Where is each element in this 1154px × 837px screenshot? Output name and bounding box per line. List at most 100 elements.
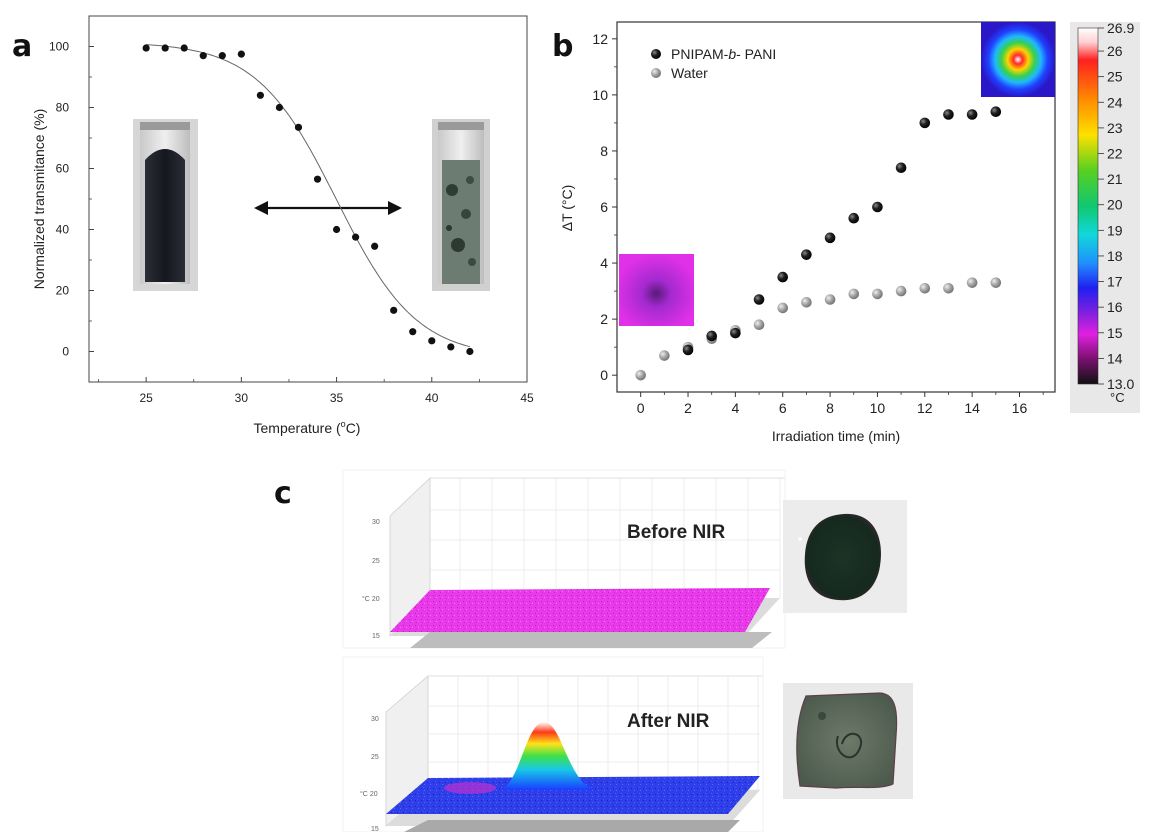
plot-b-xtick-label: 4 <box>731 400 739 416</box>
before-axis-tick-30: 30 <box>372 519 380 526</box>
panel-label-b: b <box>552 29 573 64</box>
plot-b-ytick-label: 4 <box>600 255 608 271</box>
colorbar-tick-label: 18 <box>1107 248 1123 264</box>
plot-b-point-pnipam <box>872 202 883 213</box>
plot-a-point <box>352 234 359 241</box>
plot-b-point-water <box>991 277 1002 288</box>
plot-b-point-water <box>777 303 788 314</box>
plot-b-ytick-label: 12 <box>592 31 608 47</box>
panel-label-a: a <box>12 29 32 64</box>
legend-label-pnipam: PNIPAM-b- PANI <box>671 46 776 62</box>
sample-photo-before <box>783 500 907 613</box>
plot-b-point-pnipam <box>991 106 1002 117</box>
colorbar-tick-label: 20 <box>1107 197 1123 213</box>
colorbar-tick-label: 24 <box>1107 94 1123 110</box>
plot-b-ytick-label: 8 <box>600 143 608 159</box>
plot-a-xtick-label: 25 <box>139 391 153 405</box>
sample-photo-after <box>783 683 913 799</box>
plot-b-xtick-label: 14 <box>964 400 980 416</box>
plot-a-xticks: 25 30 35 40 45 <box>99 377 534 405</box>
colorbar-tick-label: 17 <box>1107 274 1123 290</box>
plot-b-xlabel: Irradiation time (min) <box>772 428 900 444</box>
plot-b-point-pnipam <box>754 294 765 305</box>
plot-b-point-pnipam <box>730 328 741 339</box>
plot-b-xtick-label: 8 <box>826 400 834 416</box>
plot-b-point-water <box>872 289 883 300</box>
plot-b-yticks: 0 2 4 6 8 10 12 <box>592 31 617 383</box>
plot-b-ytick-label: 2 <box>600 311 608 327</box>
colorbar-tick-label: 26 <box>1107 43 1123 59</box>
colorbar-unit: °C <box>1110 390 1125 405</box>
plot-b-point-water <box>825 294 836 305</box>
legend-label-water: Water <box>671 65 708 81</box>
plot-b-xtick-label: 12 <box>917 400 933 416</box>
vial-image-left <box>133 119 198 291</box>
plot-a-point <box>371 243 378 250</box>
colorbar-tick-label: 22 <box>1107 145 1123 161</box>
plot-b-points <box>635 106 1001 380</box>
plot-a-point <box>409 328 416 335</box>
plot-a-point <box>276 104 283 111</box>
plot-b-point-pnipam <box>777 272 788 283</box>
plot-a-point <box>257 92 264 99</box>
plot-b-xtick-label: 2 <box>684 400 692 416</box>
plot-a-point <box>390 307 397 314</box>
after-axis-tick-30: 30 <box>371 716 379 723</box>
colorbar: 26.92625242322212019181716151413.0 °C <box>1070 20 1140 413</box>
after-nir-label: After NIR <box>627 711 710 732</box>
plot-b-point-water <box>754 319 765 330</box>
surface-plot-before: 30 25 °C 20 15 Before NIR <box>343 470 785 648</box>
plot-a-point <box>219 52 226 59</box>
plot-a-point <box>447 343 454 350</box>
plot-b-point-water <box>659 350 670 361</box>
plot-b-ylabel: ΔT (°C) <box>559 185 575 232</box>
after-axis-tick-25: 25 <box>371 754 379 761</box>
plot-a-ytick-label: 20 <box>56 284 70 298</box>
thermal-inset-hot <box>981 22 1055 97</box>
plot-a-point <box>466 348 473 355</box>
plot-b-point-pnipam <box>801 249 812 260</box>
colorbar-tick-label: 25 <box>1107 69 1123 85</box>
plot-b-point-pnipam <box>848 213 859 224</box>
plot-b-point-water <box>943 283 954 294</box>
plot-a-ylabel: Normalized transmitance (%) <box>31 109 47 290</box>
plot-b-point-water <box>848 289 859 300</box>
plot-a-point <box>428 337 435 344</box>
plot-a-point <box>295 124 302 131</box>
colorbar-tick-label: 21 <box>1107 171 1123 187</box>
legend-marker-pnipam <box>651 49 661 59</box>
plot-a-xtick-label: 30 <box>235 391 249 405</box>
colorbar-tick-label: 16 <box>1107 299 1123 315</box>
plot-b-point-pnipam <box>896 162 907 173</box>
colorbar-gradient <box>1078 28 1098 384</box>
thermal-inset-cool <box>619 254 694 326</box>
plot-a-ytick-label: 0 <box>62 345 69 359</box>
double-arrow <box>254 201 402 215</box>
colorbar-tick-label: 23 <box>1107 120 1123 136</box>
legend-marker-water <box>651 68 661 78</box>
plot-a-point <box>333 226 340 233</box>
plot-b-ytick-label: 6 <box>600 199 608 215</box>
plot-b-point-pnipam <box>919 118 930 129</box>
plot-a-ytick-label: 60 <box>56 162 70 176</box>
before-nir-label: Before NIR <box>627 522 725 543</box>
plot-a-xtick-label: 45 <box>520 391 534 405</box>
plot-b-point-pnipam <box>683 345 694 356</box>
plot-b-ytick-label: 10 <box>592 87 608 103</box>
plot-a-point <box>238 51 245 58</box>
plot-a-yticks: 0 20 40 60 80 100 <box>49 16 94 359</box>
colorbar-tick-label: 15 <box>1107 325 1123 341</box>
plot-b-xtick-label: 6 <box>779 400 787 416</box>
before-axis-tick-15: 15 <box>372 633 380 640</box>
plot-b-xticks: 0 2 4 6 8 10 12 14 16 <box>637 392 1043 416</box>
plot-a-point <box>162 44 169 51</box>
plot-b-point-pnipam <box>943 109 954 120</box>
colorbar-tick-label: 26.9 <box>1107 20 1134 36</box>
plot-b-point-water <box>801 297 812 308</box>
plot-a-xtick-label: 40 <box>425 391 439 405</box>
plot-b-point-water <box>635 370 646 381</box>
colorbar-tick-label: 14 <box>1107 350 1123 366</box>
plot-b-xtick-label: 0 <box>637 400 645 416</box>
after-axis-tick-20: °C 20 <box>360 790 378 798</box>
